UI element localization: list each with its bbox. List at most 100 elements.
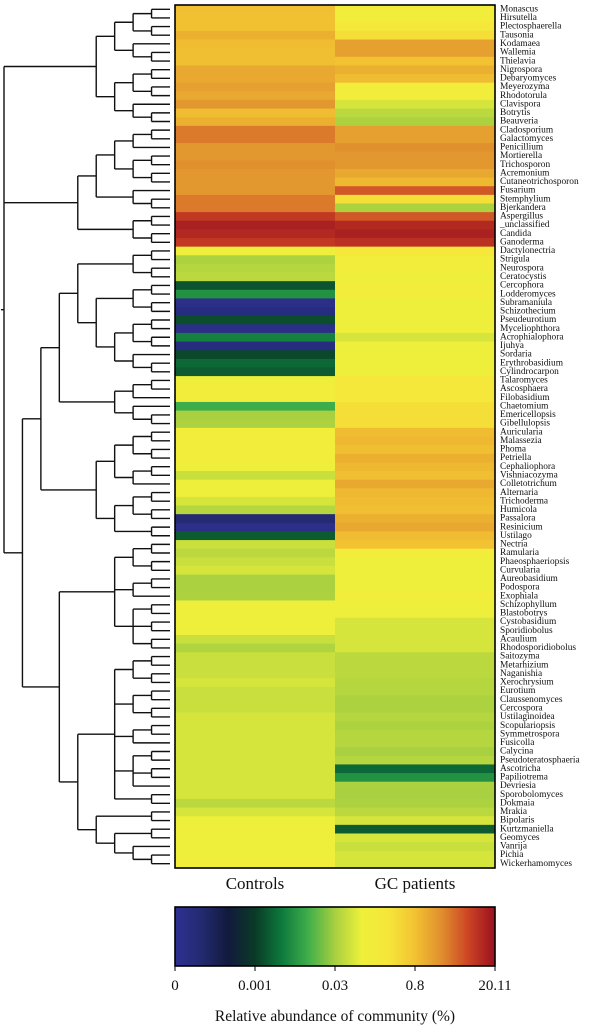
heatmap-cell — [335, 479, 496, 489]
heatmap-cell — [175, 548, 336, 558]
heatmap-cell — [335, 350, 496, 360]
row-label: Podospora — [500, 583, 540, 593]
heatmap-cell — [335, 151, 496, 161]
heatmap-cell — [175, 22, 336, 32]
row-label: Sporobolomyces — [500, 790, 563, 800]
row-label: Scopulariopsis — [500, 721, 556, 731]
row-label: Plectosphaerella — [500, 22, 562, 32]
heatmap-cell — [335, 117, 496, 127]
row-label: Dokmaia — [500, 798, 535, 808]
heatmap-cell — [175, 695, 336, 705]
heatmap-cell — [335, 74, 496, 84]
colorbar — [174, 906, 496, 967]
row-label: Fusicolla — [500, 738, 535, 748]
heatmap-cell — [335, 39, 496, 49]
heatmap-cell — [175, 643, 336, 653]
row-label: Curvularia — [500, 565, 541, 575]
colorbar-tick-label: 20.11 — [478, 978, 511, 994]
row-label: Vishniacozyma — [500, 470, 559, 480]
row-label: Devriesia — [500, 781, 537, 791]
heatmap-cell — [175, 540, 336, 550]
heatmap-cell — [335, 790, 496, 800]
heatmap-cell — [175, 747, 336, 757]
heatmap-cell — [175, 704, 336, 714]
heatmap-cell — [175, 186, 336, 196]
heatmap-cell — [335, 410, 496, 420]
row-label: Ganoderma — [500, 237, 545, 247]
heatmap-cell — [335, 238, 496, 248]
row-label: Ascosphaera — [500, 384, 549, 394]
heatmap-cell — [175, 281, 336, 291]
row-label: Talaromyces — [500, 376, 548, 386]
heatmap-cell — [335, 557, 496, 567]
row-label: Nigrospora — [500, 65, 543, 75]
colorbar-tick-label: 0.03 — [322, 978, 348, 994]
row-label: Debaryomyces — [500, 74, 557, 84]
row-label: Cercophora — [500, 281, 545, 291]
dendrogram — [1, 8, 170, 865]
row-label: Meyerozyma — [500, 82, 550, 92]
row-label: Pseudoteratosphaeria — [500, 755, 580, 765]
heatmap-cell — [335, 177, 496, 187]
heatmap-cell — [175, 56, 336, 66]
row-label: Gibellulopsis — [500, 419, 550, 429]
heatmap-cell — [335, 686, 496, 696]
row-label: Auricularia — [500, 427, 544, 437]
row-label: Blastobotrys — [500, 609, 548, 619]
row-label: Saitozyma — [500, 652, 540, 662]
heatmap-cell — [175, 488, 336, 498]
heatmap-cell — [335, 548, 496, 558]
row-label: Fusarium — [500, 186, 536, 196]
heatmap-cell — [175, 168, 336, 178]
heatmap-cell — [175, 721, 336, 731]
heatmap-cell — [175, 74, 336, 84]
heatmap-cell — [335, 263, 496, 273]
heatmap-cell — [175, 410, 336, 420]
heatmap-cell — [335, 781, 496, 791]
heatmap-cell — [175, 678, 336, 688]
heatmap-cell — [175, 108, 336, 118]
heatmap-cell — [335, 764, 496, 774]
heatmap-cell — [175, 565, 336, 575]
heatmap-cell — [335, 496, 496, 506]
heatmap-cell — [335, 626, 496, 636]
heatmap-cell — [175, 212, 336, 222]
heatmap-cell — [335, 376, 496, 386]
heatmap-cell — [175, 272, 336, 282]
heatmap-cell — [335, 229, 496, 239]
row-label: Mrakia — [500, 807, 528, 817]
row-label: Rhodotorula — [500, 91, 548, 101]
row-label: Ascotricha — [500, 764, 541, 774]
heatmap-cell — [335, 712, 496, 722]
heatmap-cell — [335, 600, 496, 610]
heatmap-cell — [175, 669, 336, 679]
heatmap-cell — [175, 13, 336, 23]
heatmap-cell — [335, 108, 496, 118]
heatmap-cell — [335, 617, 496, 627]
heatmap-cell — [335, 747, 496, 757]
heatmap-cell — [335, 281, 496, 291]
heatmap-cell — [335, 824, 496, 834]
row-label: Erythrobasidium — [500, 358, 564, 368]
heatmap-cell — [335, 289, 496, 299]
row-label: Pichia — [500, 850, 524, 860]
row-label: Kurtzmaniella — [500, 824, 554, 834]
row-label: Aspergillus — [500, 212, 543, 222]
heatmap-cell — [175, 824, 336, 834]
row-label: Geomyces — [500, 833, 540, 843]
row-label: Wickerhamomyces — [500, 859, 572, 869]
heatmap-cell — [175, 634, 336, 645]
row-label: Aureobasidium — [500, 574, 559, 584]
row-label: Papiliotrema — [500, 773, 549, 783]
row-label: Nectria — [500, 540, 528, 550]
row-label: Naganishia — [500, 669, 543, 679]
heatmap-cell — [175, 712, 336, 722]
heatmap-cell — [175, 358, 336, 368]
heatmap-cell — [175, 764, 336, 774]
row-label: Bipolaris — [500, 816, 535, 826]
heatmap-cell — [335, 419, 496, 429]
heatmap-cell — [175, 238, 336, 248]
heatmap-cell — [335, 298, 496, 308]
row-label: Tausonia — [500, 30, 535, 40]
heatmap-cell — [335, 332, 496, 342]
